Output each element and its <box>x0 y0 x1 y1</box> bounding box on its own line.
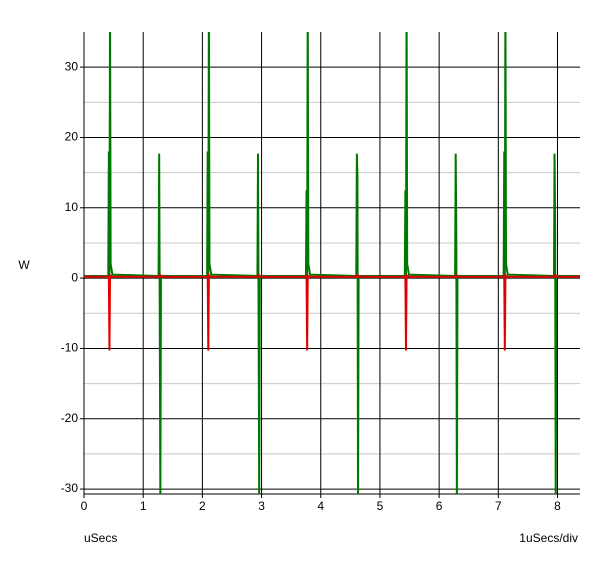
y-axis-label: W <box>18 258 30 272</box>
x-tick-label: 0 <box>81 499 88 513</box>
series-line <box>84 32 580 494</box>
x-axis-label: uSecs <box>84 531 117 545</box>
x-tick-label: 8 <box>554 499 561 513</box>
y-tick-label: 0 <box>71 270 78 284</box>
x-tick-label: 6 <box>436 499 443 513</box>
plot-area <box>84 32 580 494</box>
x-tick-label: 7 <box>495 499 502 513</box>
y-tick-label: 30 <box>65 59 79 73</box>
x-tick-label: 4 <box>317 499 324 513</box>
y-tick-label: 10 <box>65 200 79 214</box>
x-tick-label: 3 <box>258 499 265 513</box>
x-tick-label: 5 <box>377 499 384 513</box>
series-line <box>84 272 580 351</box>
x-scale-label: 1uSecs/div <box>519 531 578 545</box>
x-tick-label: 1 <box>140 499 147 513</box>
y-tick-label: -30 <box>61 481 79 495</box>
y-tick-label: -20 <box>61 411 79 425</box>
x-tick-label: 2 <box>199 499 206 513</box>
y-tick-label: 20 <box>65 130 79 144</box>
y-tick-label: -10 <box>61 341 79 355</box>
